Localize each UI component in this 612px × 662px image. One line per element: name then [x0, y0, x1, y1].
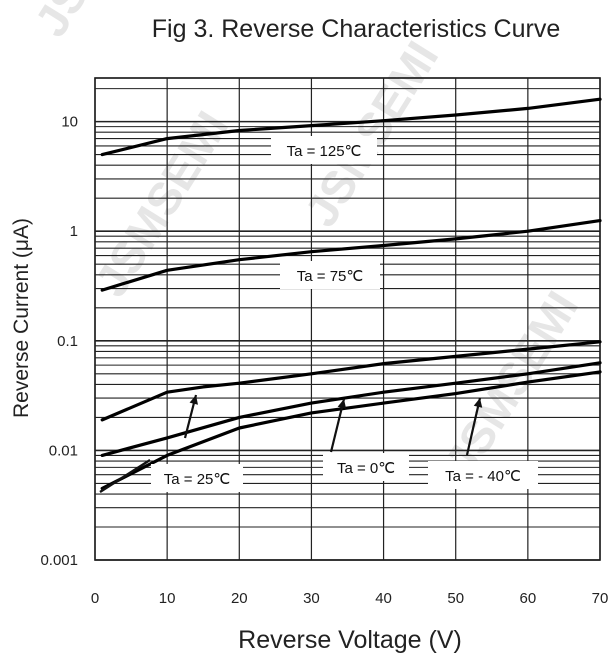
annotation-label: Ta = 25℃ [164, 471, 230, 488]
x-tick-label: 50 [447, 590, 464, 607]
annotation-leader [99, 458, 151, 494]
watermark-text: JSMSEMI [294, 32, 448, 235]
x-tick-label: 20 [231, 590, 248, 607]
y-tick-label: 0.01 [49, 442, 78, 459]
annotation-arrow [329, 398, 346, 453]
annotation-box [323, 453, 409, 481]
series-line-0 [100, 97, 602, 157]
annotation-label: Ta = 125℃ [287, 143, 362, 160]
y-tick-label: 10 [61, 114, 78, 131]
x-tick-label: 60 [520, 590, 537, 607]
series-lines [100, 97, 602, 490]
annotation-box [428, 461, 538, 489]
annotations: Ta = 125℃ Ta = 75℃ Ta = 25℃ Ta = 0℃ Ta = - 4… [99, 136, 538, 494]
annotation-label: Ta = 0℃ [337, 460, 395, 477]
series-line-2 [100, 340, 602, 422]
x-tick-label: 70 [592, 590, 609, 607]
x-tick-label: 10 [159, 590, 176, 607]
series-line-4 [100, 370, 602, 490]
x-axis-label: Reverse Voltage (V) [238, 626, 462, 654]
annotation-label: Ta = - 40℃ [445, 468, 521, 485]
annotation-box [280, 261, 380, 289]
annotation-arrowhead [473, 398, 483, 408]
annotation-label: Ta = 75℃ [297, 268, 363, 285]
annotation-box [271, 136, 377, 164]
y-axis-label: Reverse Current (μA) [10, 218, 33, 418]
annotation-arrow [465, 397, 482, 456]
series-line-3 [100, 361, 602, 457]
y-tick-label: 1 [70, 223, 78, 240]
y-tick-label: 0.001 [40, 552, 78, 569]
annotation-arrowhead [189, 395, 198, 405]
x-tick-label: 30 [303, 590, 320, 607]
series-line-1 [100, 219, 602, 292]
chart-title: Fig 3. Reverse Characteristics Curve [152, 15, 560, 43]
tick-labels: 0 10 20 30 40 50 60 70 10 1 0.1 0.01 0.001 [40, 114, 608, 607]
x-tick-label: 40 [375, 590, 392, 607]
x-tick-label: 0 [91, 590, 99, 607]
annotation-box [151, 464, 243, 492]
annotation-arrowhead [337, 399, 347, 409]
y-tick-label: 0.1 [57, 333, 78, 350]
